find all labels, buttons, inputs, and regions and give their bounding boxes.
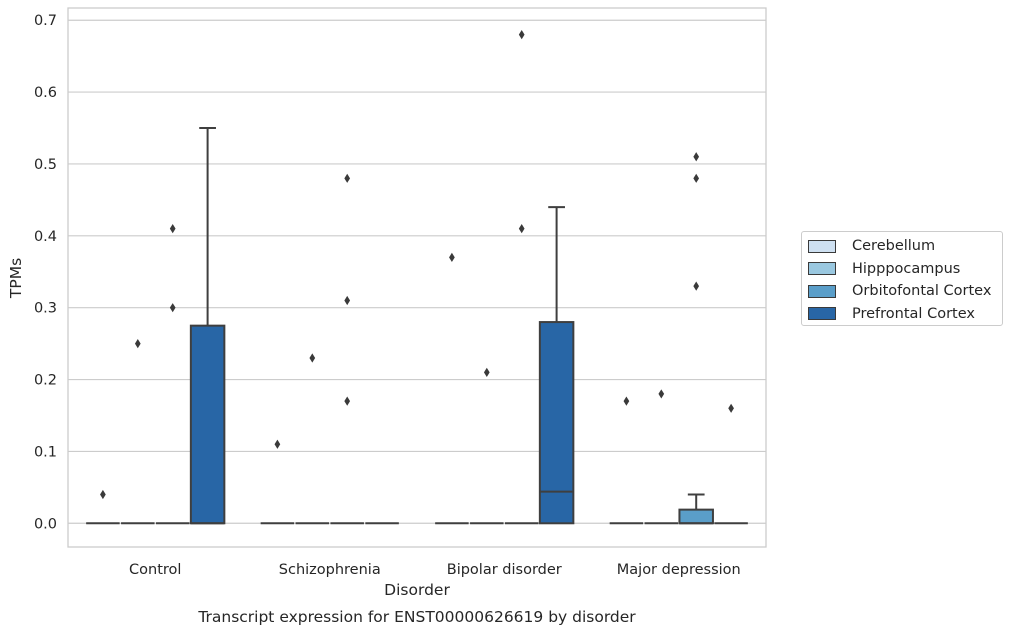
outlier-point bbox=[134, 339, 141, 349]
y-tick-label: 0.1 bbox=[34, 444, 57, 460]
outlier-point bbox=[623, 396, 630, 406]
x-tick-label: Control bbox=[129, 562, 181, 578]
outlier-point bbox=[518, 224, 525, 234]
outlier-point bbox=[693, 281, 700, 291]
outlier-point bbox=[309, 353, 316, 363]
plot-area-frame bbox=[67, 7, 767, 548]
chart-caption: Transcript expression for ENST0000062661… bbox=[197, 608, 636, 626]
outlier-point bbox=[693, 152, 700, 162]
outlier-point bbox=[169, 224, 176, 234]
outlier-point bbox=[274, 439, 281, 449]
box-body bbox=[538, 321, 575, 525]
x-tick-labels: Control Schizophrenia Bipolar disorder Majo… bbox=[129, 562, 741, 578]
y-tick-label: 0.3 bbox=[34, 301, 57, 317]
x-tick-label: Bipolar disorder bbox=[447, 562, 562, 578]
outlier-point bbox=[483, 367, 490, 377]
x-tick-label: Schizophrenia bbox=[279, 562, 381, 578]
legend-swatch bbox=[808, 262, 836, 276]
legend-item: Hipppocampus bbox=[808, 258, 1002, 281]
y-tick-label: 0.0 bbox=[34, 516, 57, 532]
outlier-point bbox=[344, 396, 351, 406]
legend-item: Cerebellum bbox=[808, 235, 1002, 258]
legend-swatch bbox=[808, 284, 836, 298]
y-tick-label: 0.5 bbox=[34, 157, 57, 173]
chart-legend: Cerebellum Hipppocampus Orbitofontal Corte… bbox=[801, 231, 1003, 326]
outlier-point bbox=[449, 252, 455, 262]
outlier-point bbox=[100, 489, 106, 500]
legend-label: Orbitofontal Cortex bbox=[852, 283, 992, 300]
y-tick-label: 0.7 bbox=[34, 13, 57, 29]
x-tick-label: Major depression bbox=[617, 562, 741, 578]
y-tick-label: 0.2 bbox=[34, 373, 57, 389]
legend-label: Cerebellum bbox=[852, 238, 936, 255]
legend-label: Prefrontal Cortex bbox=[852, 305, 975, 322]
y-tick-labels: 0.0 0.1 0.2 0.3 0.4 0.5 0.6 0.7 bbox=[34, 13, 57, 532]
legend-item: Prefrontal Cortex bbox=[808, 303, 1002, 326]
outlier-points bbox=[100, 29, 734, 500]
box-orbitofontal-cortex bbox=[678, 493, 714, 525]
box-plot-marks bbox=[86, 127, 748, 525]
legend-swatch bbox=[808, 307, 836, 321]
outlier-point bbox=[518, 29, 525, 40]
outlier-point bbox=[169, 303, 176, 313]
y-tick-label: 0.6 bbox=[34, 85, 57, 101]
outlier-point bbox=[728, 403, 734, 413]
x-axis-title: Disorder bbox=[384, 581, 450, 599]
box-prefrontal-cortex bbox=[538, 206, 575, 525]
outlier-point bbox=[693, 173, 700, 183]
outlier-point bbox=[344, 295, 351, 306]
y-axis-title: TPMs bbox=[7, 258, 25, 299]
legend-item: Orbitofontal Cortex bbox=[808, 280, 1002, 303]
outlier-point bbox=[344, 173, 351, 183]
box-body bbox=[678, 508, 714, 525]
y-tick-label: 0.4 bbox=[34, 229, 57, 245]
legend-label: Hipppocampus bbox=[852, 260, 961, 277]
y-gridlines bbox=[68, 19, 766, 524]
box-body bbox=[189, 324, 226, 525]
legend-swatch bbox=[808, 239, 836, 253]
box-prefrontal-cortex bbox=[189, 127, 226, 525]
outlier-point bbox=[658, 389, 665, 399]
